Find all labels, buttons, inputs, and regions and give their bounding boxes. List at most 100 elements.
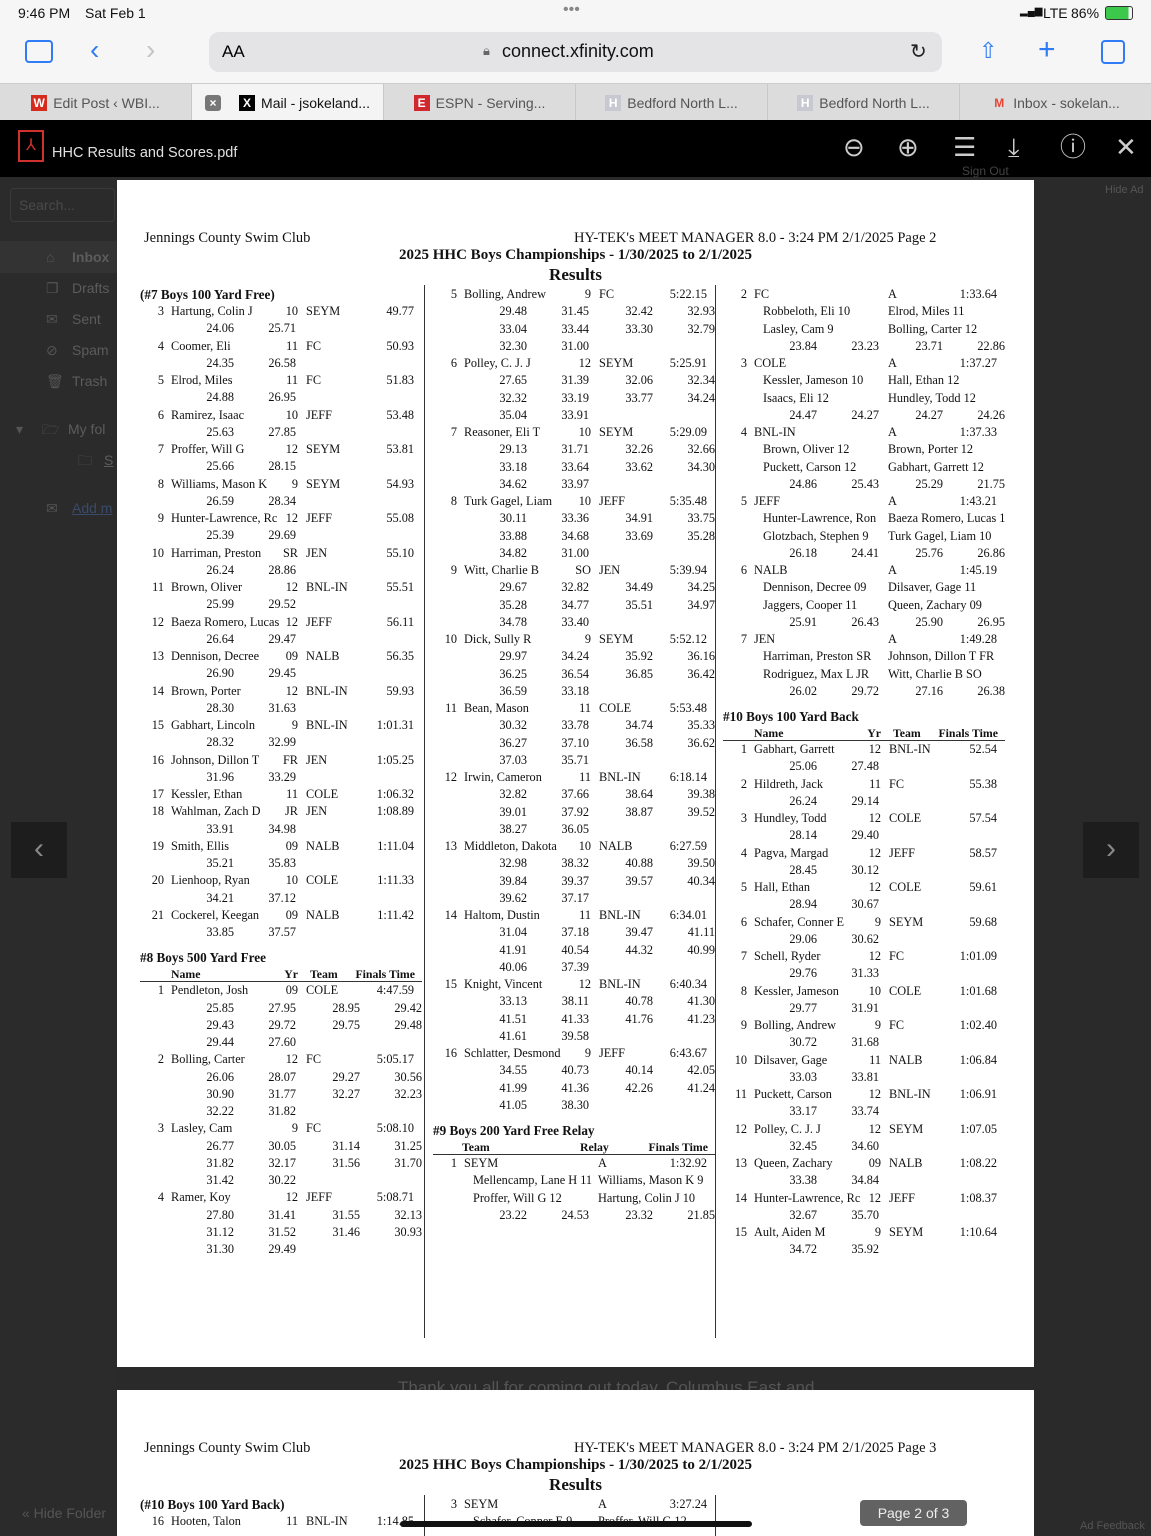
finals-time: 1:01.68 — [959, 983, 997, 998]
split-time: 31.82 — [206, 1155, 234, 1170]
split-time: 33.62 — [625, 459, 653, 474]
split-time: 40.34 — [687, 873, 715, 888]
menu-icon[interactable]: ☰ — [953, 132, 977, 162]
reload-icon[interactable]: ↻ — [910, 41, 927, 63]
splits-row: 33.85 37.57 — [140, 924, 430, 941]
swimmer-team: COLE — [306, 873, 339, 888]
finals-time: 55.08 — [386, 511, 414, 525]
sidebar-toggle-icon[interactable] — [25, 40, 53, 63]
split-time: 27.48 — [851, 759, 879, 774]
split-time: 33.40 — [561, 614, 589, 629]
address-bar[interactable]: AA 🔒︎ connect.xfinity.com ↻ — [209, 32, 942, 72]
folder-trash[interactable]: 🗑︎ Trash — [46, 367, 107, 395]
zoom-out-icon[interactable]: ⊖ — [843, 132, 865, 162]
folder-inbox[interactable]: ⌂ Inbox — [46, 243, 109, 271]
split-time: 25.06 — [789, 759, 817, 774]
horizontal-scrollbar[interactable] — [400, 1521, 752, 1527]
finals-time: 1:45.19 — [959, 563, 997, 577]
place: 1 — [740, 742, 747, 756]
add-mailbox-link[interactable]: ✉ Add m — [46, 494, 112, 522]
url-text[interactable]: connect.xfinity.com — [502, 41, 654, 61]
finals-time: 59.61 — [969, 880, 997, 894]
result-row: 6 Schafer, Conner E 9 SEYM 59.68 — [723, 914, 1013, 931]
tab-1[interactable]: × X Mail - jsokeland... — [192, 84, 384, 121]
ad-feedback-link[interactable]: Ad Feedback — [1080, 1520, 1145, 1532]
swimmer-year: 09 — [285, 649, 298, 663]
folder-spam[interactable]: ⊘ Spam — [46, 336, 109, 364]
swimmer-name: Haltom, Dustin — [464, 908, 540, 922]
split-time: 31.14 — [332, 1138, 360, 1153]
new-tab-icon[interactable]: + — [1038, 33, 1056, 66]
tab-0[interactable]: W Edit Post ‹ WBI... — [0, 84, 192, 121]
swimmer-team: COLE — [889, 983, 922, 998]
multitask-dots-icon[interactable]: ••• — [563, 1, 580, 18]
split-time: 25.76 — [915, 545, 943, 560]
finals-time: 6:27.59 — [669, 839, 707, 853]
split-time: 33.85 — [206, 925, 234, 939]
sign-out-link[interactable]: Sign Out — [962, 164, 1009, 178]
splits-row: 29.44 27.60 — [140, 1034, 430, 1051]
place: 7 — [157, 442, 164, 456]
swimmer-name: Pendleton, Josh — [171, 983, 249, 998]
forward-chevron-icon[interactable]: › — [146, 34, 156, 65]
result-row: 3 Hundley, Todd 12 COLE 57.54 — [723, 810, 1013, 827]
hide-ad-link[interactable]: Hide Ad — [1105, 184, 1144, 196]
split-time: 22.86 — [977, 338, 1005, 353]
finals-time: 1:01.09 — [959, 949, 997, 963]
swimmer-year: 12 — [868, 880, 881, 894]
folder-sent[interactable]: ✉ Sent — [46, 305, 101, 333]
share-icon[interactable]: ⇧ — [979, 38, 998, 63]
folder-my-folders[interactable]: ▾ 🗁︎ My fol — [16, 415, 105, 443]
split-time: 40.78 — [625, 994, 653, 1009]
split-time: 26.06 — [206, 1069, 234, 1084]
swimmer-team: COLE — [889, 880, 922, 894]
place: 2 — [740, 287, 747, 301]
place: 6 — [450, 356, 457, 370]
split-time: 21.85 — [687, 1207, 715, 1222]
tab-5[interactable]: M Inbox - sokelan... — [960, 84, 1151, 121]
swimmer-team: BNL-IN — [889, 742, 931, 756]
result-row: 15 Gabhart, Lincoln 9 BNL-IN 1:01.31 — [140, 717, 430, 734]
search-input[interactable]: Search... — [10, 188, 115, 222]
back-chevron-icon[interactable]: ‹ — [90, 34, 100, 65]
split-time: 34.24 — [687, 390, 715, 405]
place: 3 — [450, 1497, 457, 1511]
folder-sub[interactable]: 🗀︎ S — [78, 446, 113, 474]
relay-swimmers-row: Mellencamp, Lane H 11 Williams, Mason K 9 — [433, 1172, 723, 1189]
splits-row: 29.76 31.33 — [723, 965, 1013, 982]
zoom-in-icon[interactable]: ⊕ — [897, 132, 919, 162]
split-time: 37.66 — [561, 787, 589, 802]
tab-3[interactable]: H Bedford North L... — [576, 84, 768, 121]
place: 21 — [151, 907, 164, 922]
close-icon[interactable]: ✕ — [1115, 132, 1137, 162]
close-tab-icon[interactable]: × — [205, 94, 222, 111]
tab-2[interactable]: E ESPN - Serving... — [384, 84, 576, 121]
info-icon[interactable]: ⓘ — [1060, 132, 1087, 162]
split-time: 28.07 — [268, 1069, 296, 1084]
swimmer-year: 9 — [291, 1121, 298, 1136]
swimmer-team: NALB — [599, 839, 633, 853]
splits-row: 29.06 30.62 — [723, 931, 1013, 948]
text-size-button[interactable]: AA — [222, 42, 245, 61]
place: 5 — [740, 880, 747, 894]
place: 5 — [157, 373, 164, 387]
place: 3 — [157, 1121, 164, 1136]
column-header: Yr — [284, 967, 298, 982]
folder-drafts[interactable]: ❐ Drafts — [46, 274, 109, 302]
relay-swimmer: Proffer, Will G 12 — [473, 1190, 562, 1205]
split-time: 34.30 — [687, 459, 715, 474]
hide-folder-button[interactable]: « Hide Folder — [22, 1505, 107, 1521]
swimmer-name: Polley, C. J. J — [464, 356, 531, 370]
relay-letter: A — [888, 287, 897, 301]
prev-page-button[interactable]: ‹ — [11, 822, 67, 878]
tabs-overview-icon[interactable] — [1101, 40, 1125, 64]
splits-row: 23.84 23.23 23.71 22.86 — [723, 338, 1013, 355]
place: 13 — [734, 1156, 747, 1170]
relay-swimmer: Witt, Charlie B SO — [888, 666, 982, 681]
download-icon[interactable]: ⤓ — [1008, 132, 1020, 162]
tab-4[interactable]: H Bedford North L... — [768, 84, 960, 121]
next-page-button[interactable]: › — [1083, 822, 1139, 878]
splits-row: 30.90 31.77 32.27 32.23 — [140, 1086, 430, 1103]
swimmer-year: 12 — [285, 1052, 298, 1067]
split-time: 32.98 — [499, 856, 527, 871]
